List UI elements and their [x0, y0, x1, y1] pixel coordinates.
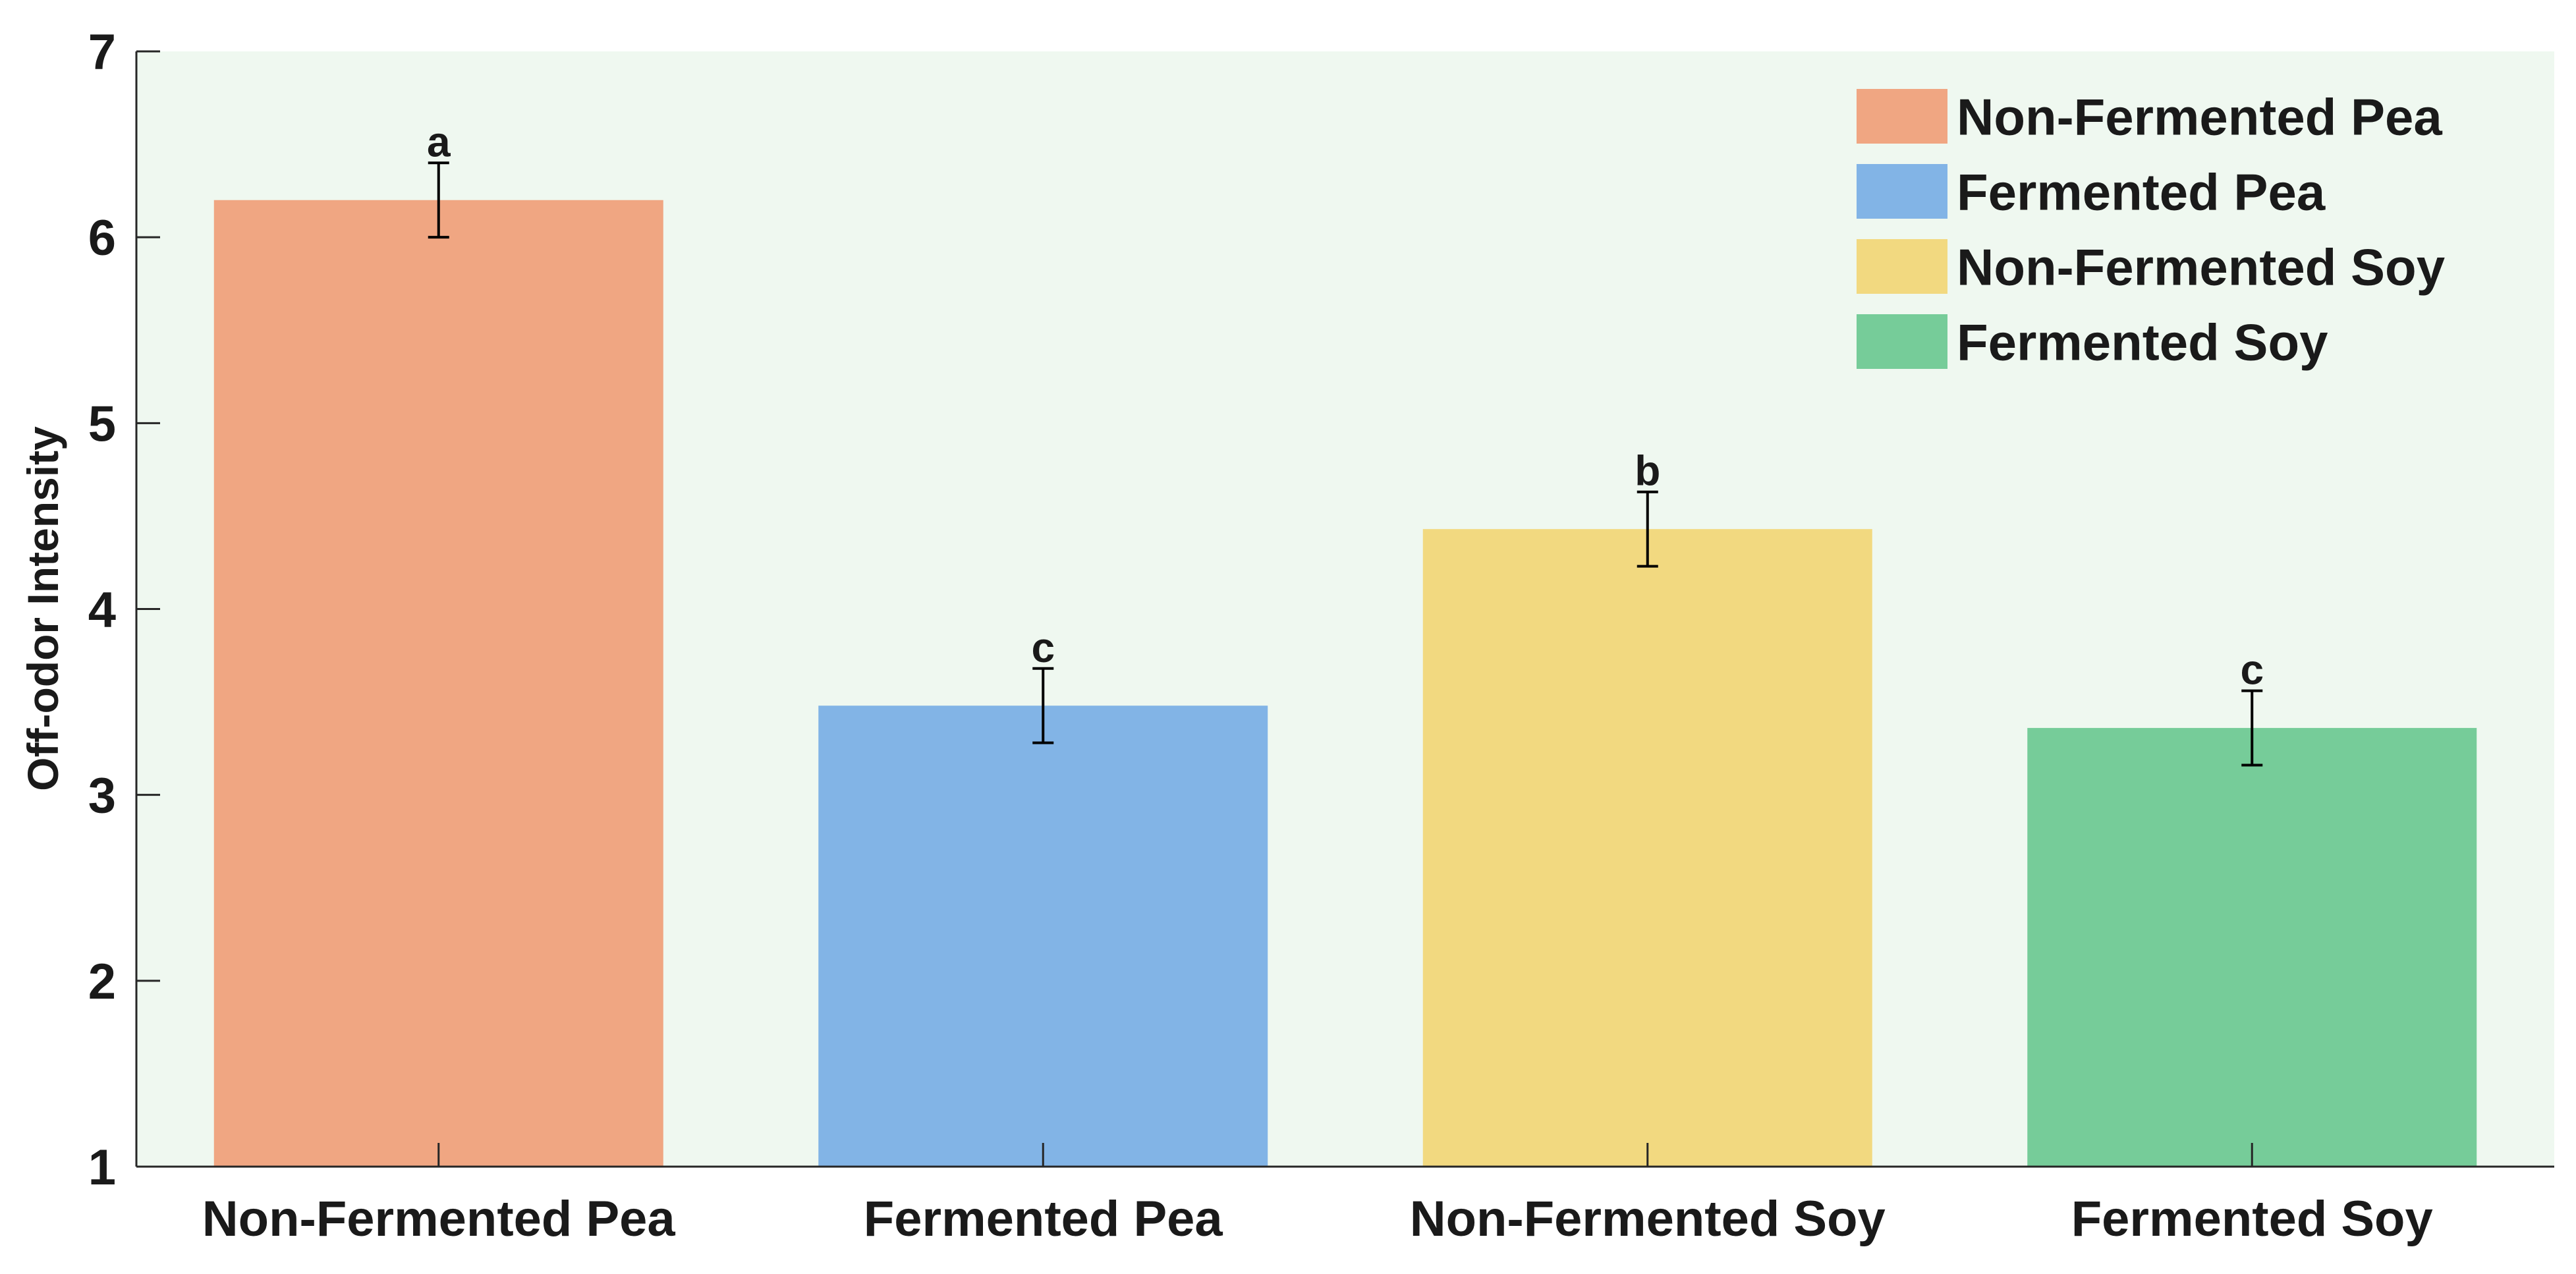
significance-labels-group: a c b c	[427, 118, 2264, 693]
y-ticks-group: 1 2 3 4 5 6 7	[88, 24, 160, 1196]
significance-label-4: c	[2240, 646, 2264, 694]
error-bars-group	[428, 161, 2263, 767]
legend-swatch-1	[1857, 89, 1947, 144]
legend: Non-Fermented Pea Fermented Pea Non-Fermen…	[1857, 88, 2445, 372]
significance-label-1: a	[427, 118, 451, 165]
x-ticks-group: Non-Fermented Pea Fermented Pea Non-Fermen…	[202, 1143, 2433, 1247]
legend-label-2: Fermented Pea	[1957, 163, 2326, 221]
bar-2	[818, 706, 1268, 1167]
y-tick-label-3: 3	[88, 768, 116, 824]
bars-group	[213, 200, 2477, 1167]
x-tick-label-2: Fermented Pea	[864, 1191, 1223, 1247]
y-tick-label-4: 4	[88, 582, 116, 638]
bar-3	[1422, 529, 1872, 1167]
legend-swatch-2	[1857, 164, 1947, 219]
significance-label-3: b	[1635, 447, 1660, 495]
legend-label-3: Non-Fermented Soy	[1957, 238, 2445, 296]
bar-1	[213, 200, 663, 1167]
y-tick-label-1: 1	[88, 1140, 116, 1196]
y-tick-label-2: 2	[88, 954, 116, 1010]
x-tick-label-1: Non-Fermented Pea	[202, 1191, 676, 1247]
y-tick-label-6: 6	[88, 210, 116, 266]
significance-label-2: c	[1031, 624, 1055, 671]
x-tick-label-4: Fermented Soy	[2071, 1191, 2433, 1247]
y-tick-label-7: 7	[88, 24, 116, 80]
y-tick-label-5: 5	[88, 396, 116, 452]
x-tick-label-3: Non-Fermented Soy	[1410, 1191, 1886, 1247]
legend-swatch-3	[1857, 239, 1947, 294]
legend-label-4: Fermented Soy	[1957, 314, 2328, 372]
y-axis-label: Off-odor Intensity	[18, 426, 67, 791]
legend-swatch-4	[1857, 314, 1947, 369]
legend-label-1: Non-Fermented Pea	[1957, 88, 2442, 146]
bar-4	[2027, 728, 2477, 1167]
